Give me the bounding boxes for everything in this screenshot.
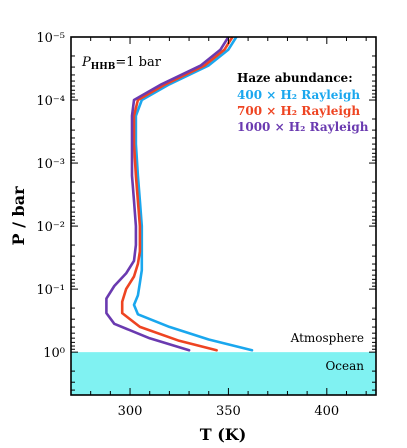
- y-tick-label: 10⁻¹: [36, 283, 65, 298]
- series-line-2: [120, 37, 234, 352]
- plot-frame: [70, 36, 377, 396]
- x-tick-label: 350: [216, 404, 241, 419]
- legend-entry-1000: 1000 × H₂ Rayleigh: [237, 120, 369, 134]
- y-tick-label: 10⁻²: [36, 220, 65, 235]
- legend-entry-700: 700 × H₂ Rayleigh: [237, 104, 360, 118]
- y-tick-label: 10⁻³: [36, 157, 65, 172]
- legend: Haze abundance: 400 × H₂ Rayleigh 700 × …: [237, 71, 369, 134]
- x-tick-label: 400: [314, 404, 339, 419]
- x-tick-label: 300: [118, 404, 143, 419]
- y-tick-label: 10⁻⁴: [36, 94, 65, 109]
- annotation-value: =1 bar: [115, 55, 161, 70]
- ocean-region: [71, 352, 376, 395]
- atmosphere-label: Atmosphere: [290, 331, 364, 345]
- series-line-1: [132, 37, 254, 352]
- annotation-base: P: [81, 55, 91, 70]
- series-line-3: [105, 37, 230, 352]
- legend-entry-400: 400 × H₂ Rayleigh: [237, 88, 360, 102]
- x-axis-label: T (K): [200, 425, 247, 444]
- ocean-label: Ocean: [325, 359, 364, 373]
- y-tick-label: 10⁻⁵: [36, 31, 65, 46]
- y-axis-label: P / bar: [9, 186, 28, 246]
- series-layer: [105, 37, 254, 352]
- legend-title: Haze abundance:: [237, 71, 353, 85]
- y-tick-label: 10⁰: [43, 346, 65, 361]
- pressure-annotation: PHHB=1 bar: [81, 55, 162, 72]
- annotation-subscript: HHB: [91, 62, 116, 72]
- ticks-layer: 300 350 400 10⁻⁵ 10⁻⁴ 10⁻³ 10⁻² 10⁻¹ 10⁰: [36, 31, 376, 419]
